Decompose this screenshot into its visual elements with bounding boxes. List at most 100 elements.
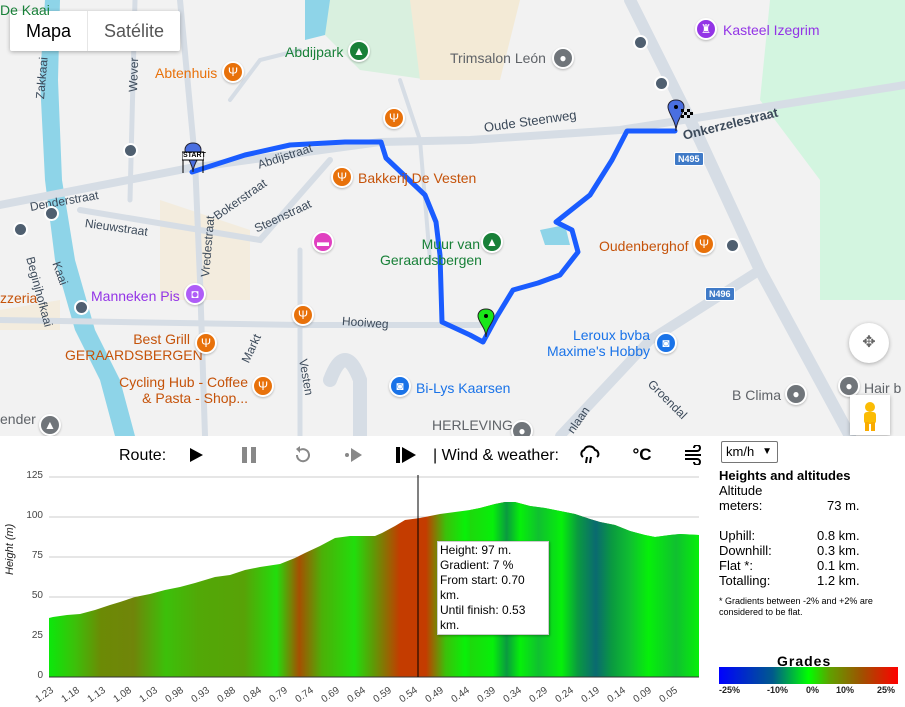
restart-button[interactable] (289, 444, 315, 466)
shopping-icon[interactable]: ◙ (655, 332, 677, 354)
restaurant-icon[interactable]: Ψ (693, 233, 715, 255)
poi-manneken-pis[interactable]: Manneken Pis (91, 288, 180, 304)
map-type-satellite-button[interactable]: Satélite (87, 11, 180, 51)
bus-stop-icon[interactable] (725, 238, 740, 253)
restaurant-icon[interactable]: Ψ (195, 332, 217, 354)
y-axis-label: Height (m) (4, 523, 16, 575)
wind-icon (685, 445, 701, 465)
altitude-label-meters: meters: (719, 498, 763, 513)
poi-herleving[interactable]: HERLEVING (432, 417, 513, 433)
school-icon[interactable]: ▲ (39, 414, 61, 436)
wind-button[interactable] (681, 444, 707, 466)
play-icon (190, 448, 203, 462)
chart-tooltip: Height: 97 m. Gradient: 7 % From start: … (437, 541, 549, 635)
poi-cycling-hub[interactable]: Cycling Hub - Coffee & Pasta - Shop... (119, 374, 248, 406)
y-tick-0: 0 (37, 670, 43, 681)
map-type-control: Mapa Satélite (10, 11, 181, 51)
finish-marker[interactable] (667, 99, 695, 133)
tree-icon[interactable]: ▲ (348, 40, 370, 62)
grades-title: Grades (777, 653, 832, 669)
bus-stop-icon[interactable] (13, 222, 28, 237)
tooltip-until-finish: Until finish: 0.53 km. (440, 603, 526, 632)
heights-panel: Heights and altitudes Altitude meters: 73… (719, 468, 905, 618)
street-view-pegman[interactable] (850, 395, 890, 435)
start-marker[interactable]: START (181, 142, 206, 174)
generic-pin-icon[interactable]: ● (838, 375, 860, 397)
map-base-layer (0, 0, 905, 436)
downhill-label: Downhill: (719, 543, 772, 558)
poi-hair[interactable]: Hair b (864, 380, 902, 396)
pause-button[interactable] (236, 444, 262, 466)
poi-kasteel-izegrim[interactable]: Kasteel Izegrim (723, 22, 820, 38)
restaurant-icon[interactable]: Ψ (383, 107, 405, 129)
mountain-icon[interactable]: ▲ (481, 231, 503, 253)
temperature-button[interactable]: °C (629, 444, 655, 466)
poi-abdijpark[interactable]: Abdijpark (285, 44, 344, 60)
speed-unit-select[interactable]: km/h ▼ (721, 441, 778, 463)
poi-abtenhuis[interactable]: Abtenhuis (155, 65, 218, 81)
poi-leroux-bvba[interactable]: Leroux bvba Maxime's Hobby (546, 327, 650, 359)
poi-oudenberghof[interactable]: Oudenberghof (599, 238, 689, 254)
green-pin-icon (477, 308, 495, 338)
hotel-icon[interactable]: ▬ (312, 231, 334, 253)
restaurant-icon[interactable]: Ψ (292, 304, 314, 326)
speed-unit-value: km/h (726, 444, 755, 459)
rain-cloud-icon (580, 445, 600, 464)
tooltip-gradient: Gradient: 7 % (440, 558, 514, 572)
y-tick-25: 25 (31, 630, 43, 641)
poi-b-clima[interactable]: B Clima (732, 387, 782, 403)
poi-bakkerij-de-vesten[interactable]: Bakkerij De Vesten (358, 170, 477, 186)
y-tick-100: 100 (26, 510, 43, 521)
bus-stop-icon[interactable] (123, 143, 138, 158)
grade-tick: 10% (836, 685, 855, 695)
camera-icon[interactable]: ◘ (184, 283, 206, 305)
start-label: START (183, 152, 206, 159)
poi-bi-lys-kaarsen[interactable]: Bi-Lys Kaarsen (416, 380, 511, 396)
elevation-chart[interactable]: 125 100 75 50 25 0 1.23 1.18 1.13 1.08 1… (0, 470, 712, 707)
map-view[interactable]: Mapa Satélite ♜ Kasteel Izegrim Trimsalo… (0, 0, 905, 436)
play-button[interactable] (183, 444, 209, 466)
tooltip-height: Height: 97 m. (440, 543, 512, 557)
poi-pizzeria[interactable]: zzeria (0, 290, 38, 306)
grades-color-scale (719, 667, 898, 684)
step-forward-button[interactable] (341, 444, 367, 466)
grade-tick: 25% (877, 685, 896, 695)
restaurant-icon[interactable]: Ψ (331, 166, 353, 188)
restaurant-icon[interactable]: Ψ (222, 61, 244, 83)
skip-to-end-button[interactable] (393, 444, 419, 466)
bus-stop-icon[interactable] (654, 76, 669, 91)
y-tick-75: 75 (31, 550, 43, 561)
restaurant-icon[interactable]: Ψ (252, 375, 274, 397)
poi-de-kaai[interactable]: De Kaai (0, 2, 50, 18)
bus-stop-icon[interactable] (44, 206, 59, 221)
altitude-value: 73 m. (827, 498, 860, 513)
castle-icon[interactable]: ♜ (695, 18, 717, 40)
map-type-map-button[interactable]: Mapa (26, 21, 72, 41)
poi-muur-van-geraardsbergen[interactable]: Muur van Geraardsbergen (380, 236, 482, 268)
flat-value: 0.1 km. (817, 558, 860, 573)
restart-icon (295, 446, 310, 463)
poi-ender[interactable]: ender (0, 411, 36, 427)
y-tick-50: 50 (31, 590, 43, 601)
grade-tick: 0% (806, 685, 820, 695)
generic-pin-icon[interactable]: ● (785, 383, 807, 405)
finish-flag-icon (667, 99, 693, 132)
chevron-down-icon: ▼ (762, 446, 772, 457)
elevation-chart-plot (49, 475, 699, 678)
generic-pin-icon[interactable]: ● (552, 47, 574, 69)
poi-trimsalon-leon[interactable]: Trimsalon León (450, 50, 546, 66)
start-pin-icon (181, 142, 205, 173)
bus-stop-icon[interactable] (633, 35, 648, 50)
bus-stop-icon[interactable] (74, 300, 89, 315)
generic-pin-icon[interactable]: ● (511, 420, 533, 436)
rain-button[interactable] (577, 444, 603, 466)
pan-arrows-icon: ✥ (862, 334, 876, 351)
y-tick-125: 125 (26, 470, 43, 481)
celsius-icon: °C (632, 445, 652, 464)
map-pan-control[interactable]: ✥ (849, 323, 889, 363)
shopping-icon[interactable]: ◙ (389, 375, 411, 397)
heights-title: Heights and altitudes (719, 468, 851, 483)
poi-best-grill[interactable]: Best Grill GERAARDSBERGEN (65, 331, 203, 363)
uphill-label: Uphill: (719, 528, 756, 543)
current-position-marker[interactable] (477, 308, 495, 338)
